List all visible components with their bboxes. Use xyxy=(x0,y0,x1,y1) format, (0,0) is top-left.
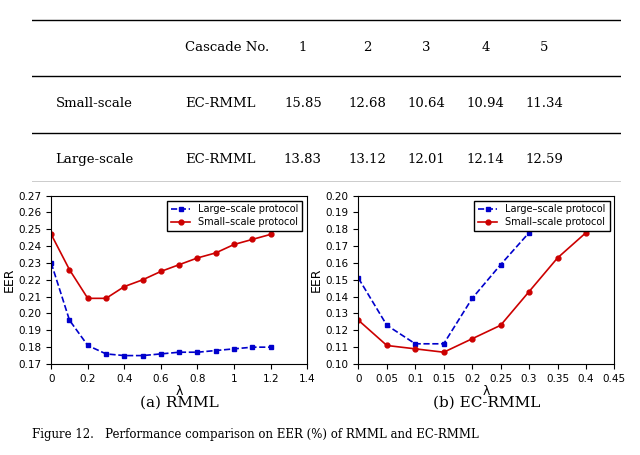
Small–scale protocol xyxy=(412,346,419,352)
Text: 3: 3 xyxy=(422,41,431,54)
Small–scale protocol xyxy=(212,250,220,256)
Large–scale protocol xyxy=(525,230,533,235)
Large–scale protocol xyxy=(212,348,220,353)
Small–scale protocol xyxy=(468,336,476,341)
Line: Small–scale protocol: Small–scale protocol xyxy=(356,230,588,354)
Small–scale protocol xyxy=(120,284,128,289)
Large–scale protocol xyxy=(157,351,164,357)
Text: 12.14: 12.14 xyxy=(467,152,504,166)
Small–scale protocol xyxy=(230,242,238,247)
Large–scale protocol xyxy=(497,262,504,268)
Line: Large–scale protocol: Large–scale protocol xyxy=(356,208,588,346)
Text: 10.94: 10.94 xyxy=(467,97,504,110)
Small–scale protocol xyxy=(554,255,561,261)
Large–scale protocol xyxy=(383,323,390,328)
Legend: Large–scale protocol, Small–scale protocol: Large–scale protocol, Small–scale protoc… xyxy=(474,201,609,231)
Large–scale protocol xyxy=(102,351,110,357)
Small–scale protocol xyxy=(175,262,183,268)
Large–scale protocol xyxy=(139,353,147,359)
Line: Large–scale protocol: Large–scale protocol xyxy=(49,261,273,358)
Small–scale protocol xyxy=(157,268,164,274)
Large–scale protocol xyxy=(66,318,74,323)
Text: EC-RMML: EC-RMML xyxy=(185,152,255,166)
Text: 10.64: 10.64 xyxy=(408,97,445,110)
Large–scale protocol xyxy=(175,349,183,355)
Small–scale protocol xyxy=(139,277,147,283)
Large–scale protocol xyxy=(412,341,419,347)
X-axis label: λ: λ xyxy=(483,385,490,398)
Text: 5: 5 xyxy=(540,41,548,54)
Text: Small-scale: Small-scale xyxy=(56,97,132,110)
Text: (a) RMML: (a) RMML xyxy=(140,396,219,410)
Y-axis label: EER: EER xyxy=(310,268,323,292)
Text: 1: 1 xyxy=(299,41,307,54)
Large–scale protocol xyxy=(230,346,238,352)
Small–scale protocol xyxy=(267,232,275,237)
Text: 13.83: 13.83 xyxy=(284,152,322,166)
Text: 13.12: 13.12 xyxy=(349,152,387,166)
Text: (b) EC-RMML: (b) EC-RMML xyxy=(433,396,540,410)
Text: 12.01: 12.01 xyxy=(408,152,445,166)
Large–scale protocol xyxy=(248,344,256,350)
Large–scale protocol xyxy=(468,296,476,301)
Small–scale protocol xyxy=(84,296,92,301)
Small–scale protocol xyxy=(525,289,533,294)
Small–scale protocol xyxy=(66,267,74,273)
Text: EC-RMML: EC-RMML xyxy=(185,97,255,110)
Text: 12.68: 12.68 xyxy=(349,97,387,110)
X-axis label: λ: λ xyxy=(175,385,183,398)
Legend: Large–scale protocol, Small–scale protocol: Large–scale protocol, Small–scale protoc… xyxy=(167,201,302,231)
Large–scale protocol xyxy=(120,353,128,359)
Text: 12.59: 12.59 xyxy=(525,152,563,166)
Large–scale protocol xyxy=(355,275,362,281)
Text: Cascade No.: Cascade No. xyxy=(185,41,269,54)
Large–scale protocol xyxy=(440,341,447,347)
Text: 4: 4 xyxy=(481,41,490,54)
Small–scale protocol xyxy=(440,349,447,355)
Text: 11.34: 11.34 xyxy=(525,97,563,110)
Small–scale protocol xyxy=(355,318,362,323)
Small–scale protocol xyxy=(47,232,55,237)
Large–scale protocol xyxy=(554,210,561,215)
Large–scale protocol xyxy=(582,208,590,213)
Small–scale protocol xyxy=(248,237,256,242)
Large–scale protocol xyxy=(194,349,202,355)
Large–scale protocol xyxy=(267,344,275,350)
Small–scale protocol xyxy=(194,255,202,261)
Small–scale protocol xyxy=(582,230,590,235)
Large–scale protocol xyxy=(47,260,55,266)
Large–scale protocol xyxy=(84,343,92,348)
Text: Large-scale: Large-scale xyxy=(56,152,134,166)
Text: 15.85: 15.85 xyxy=(284,97,322,110)
Small–scale protocol xyxy=(497,323,504,328)
Small–scale protocol xyxy=(102,296,110,301)
Line: Small–scale protocol: Small–scale protocol xyxy=(49,232,273,301)
Text: Figure 12.   Performance comparison on EER (%) of RMML and EC-RMML: Figure 12. Performance comparison on EER… xyxy=(32,428,479,441)
Text: 2: 2 xyxy=(364,41,372,54)
Y-axis label: EER: EER xyxy=(3,268,15,292)
Small–scale protocol xyxy=(383,343,390,348)
